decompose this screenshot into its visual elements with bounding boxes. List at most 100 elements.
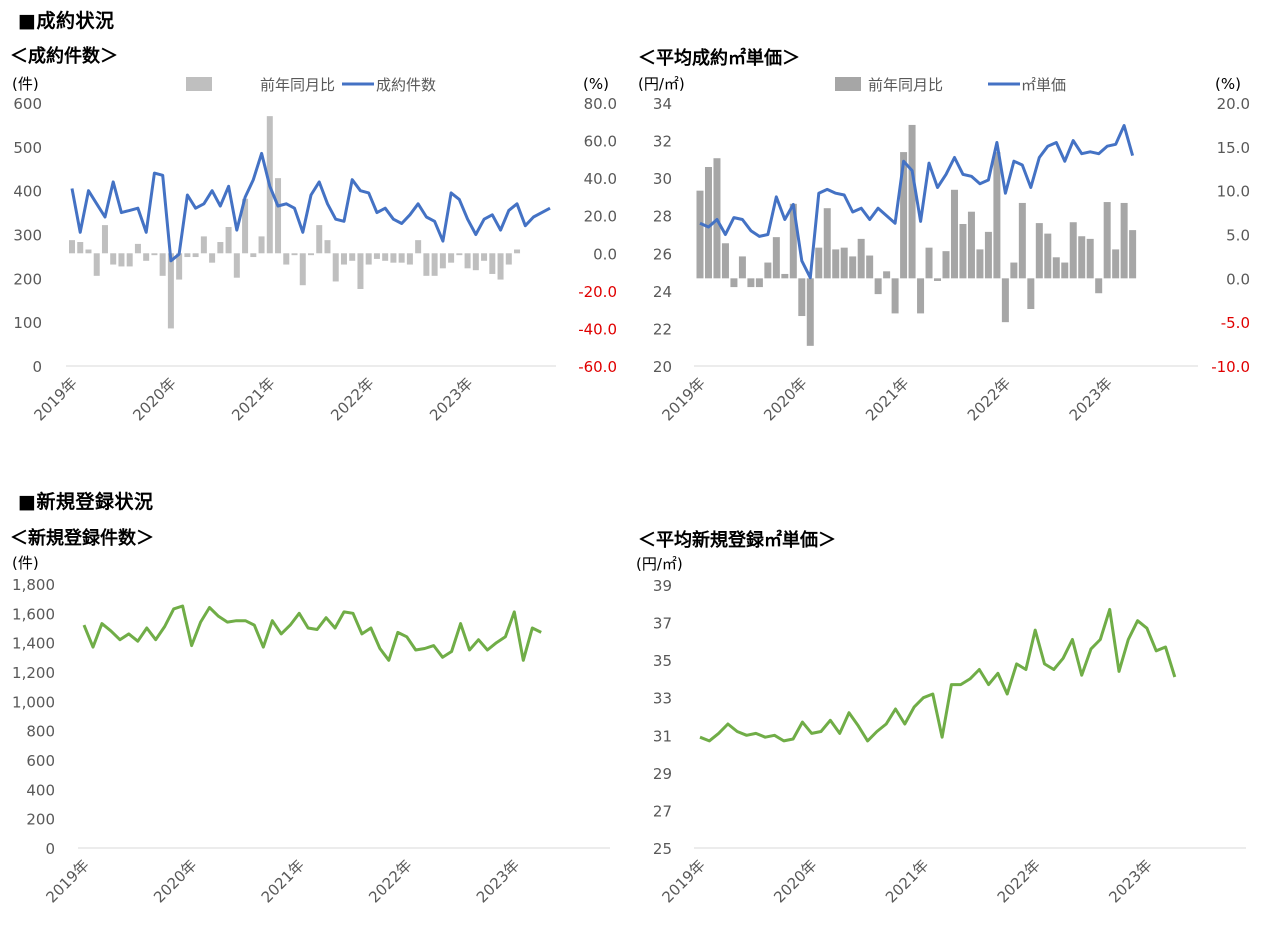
x-tick-label: 2019年	[658, 856, 708, 906]
y-tick-label-left: 30	[653, 170, 672, 188]
bar	[176, 253, 183, 280]
y-tick-label-left: 24	[653, 283, 672, 301]
bar	[93, 253, 100, 276]
y-tick-label-left: 28	[653, 208, 672, 226]
y-axis-unit-left: (件)	[12, 75, 39, 93]
y-tick-label-right: -5.0	[1221, 314, 1250, 332]
bar	[242, 198, 249, 254]
series-line	[82, 604, 542, 662]
chart-title-contract-unit-price: ＜平均成約㎡単価＞	[638, 48, 800, 69]
chart-title-registration-unit-price: ＜平均新規登録㎡単価＞	[638, 530, 836, 551]
bar	[406, 253, 413, 265]
y-tick-label-left: 34	[653, 95, 672, 113]
bar	[967, 211, 975, 279]
legend-label: 前年同月比	[260, 76, 335, 94]
bar	[258, 236, 265, 254]
bar	[917, 278, 925, 314]
y-tick-label-left: 500	[13, 139, 42, 157]
bar	[332, 253, 339, 282]
bar	[275, 178, 282, 254]
bar	[1112, 249, 1120, 279]
y-tick-label-left: 26	[653, 245, 672, 263]
bar	[217, 242, 224, 254]
y-tick-label-left: 800	[26, 723, 55, 741]
legend-label: ㎡単価	[1021, 76, 1066, 94]
y-tick-label-right: 20.0	[584, 208, 617, 226]
bar	[1103, 202, 1111, 279]
bar	[192, 253, 199, 258]
bar	[69, 240, 75, 254]
y-tick-label-left: 39	[653, 577, 672, 595]
bar	[950, 189, 958, 279]
bar	[456, 253, 463, 256]
bar	[299, 253, 306, 286]
bar	[448, 253, 455, 263]
y-tick-label-left: 1,600	[12, 605, 55, 623]
y-axis-unit-right: (%)	[1215, 75, 1241, 93]
bar	[233, 253, 240, 278]
y-tick-label-left: 600	[13, 95, 42, 113]
y-tick-label-right: 80.0	[584, 95, 617, 113]
bar	[159, 253, 166, 276]
bar	[857, 238, 865, 279]
y-tick-label-left: 200	[26, 811, 55, 829]
bar	[415, 240, 422, 254]
bar	[143, 253, 150, 261]
bar	[772, 237, 780, 279]
y-tick-label-left: 31	[653, 727, 672, 745]
y-axis-unit-left: (円/㎡)	[638, 75, 685, 93]
y-tick-label-left: 0	[45, 840, 55, 858]
bar	[101, 225, 108, 254]
bar	[1086, 238, 1094, 279]
legend-swatch-bar	[186, 77, 212, 91]
bar	[696, 190, 704, 279]
y-tick-label-right: -10.0	[1211, 358, 1250, 376]
y-tick-label-left: 29	[653, 765, 672, 783]
bar	[481, 253, 488, 261]
y-tick-label-right: 20.0	[1217, 95, 1250, 113]
y-tick-label-right: 10.0	[1217, 183, 1250, 201]
bar	[1001, 278, 1009, 323]
bar	[283, 253, 290, 265]
bar	[942, 251, 950, 279]
y-tick-label-left: 1,800	[12, 576, 55, 594]
series-line	[699, 124, 1135, 280]
bar	[497, 253, 504, 280]
bar	[798, 278, 806, 317]
bar	[382, 253, 389, 261]
bar	[209, 253, 216, 263]
bar	[250, 253, 257, 258]
bar	[900, 152, 908, 279]
bar	[126, 253, 133, 267]
chart-title-registration-count: ＜新規登録件数＞	[10, 528, 154, 549]
legend-label: 前年同月比	[868, 76, 943, 94]
bar	[373, 253, 380, 259]
bar	[764, 262, 772, 279]
bar	[151, 253, 158, 256]
bar	[815, 247, 823, 279]
y-axis-unit-left: (円/㎡)	[636, 555, 683, 573]
bar	[390, 253, 397, 263]
bar	[1044, 233, 1052, 279]
chart-title-contract-count: ＜成約件数＞	[10, 46, 118, 67]
bar	[1078, 236, 1086, 279]
bar	[840, 247, 848, 279]
series-line	[699, 607, 1177, 743]
bar	[340, 253, 347, 265]
bar	[464, 253, 471, 269]
bar	[704, 166, 712, 279]
bar	[934, 278, 942, 281]
y-tick-label-left: 1,200	[12, 664, 55, 682]
y-tick-label-left: 200	[13, 270, 42, 288]
bar	[908, 124, 916, 279]
y-tick-label-left: 100	[13, 314, 42, 332]
bar	[167, 253, 174, 329]
legend-swatch-bar	[835, 77, 861, 91]
x-tick-label: 2022年	[994, 856, 1044, 906]
bar	[789, 203, 797, 279]
bar	[984, 231, 992, 279]
bar	[423, 253, 430, 276]
y-tick-label-left: 300	[13, 227, 42, 245]
